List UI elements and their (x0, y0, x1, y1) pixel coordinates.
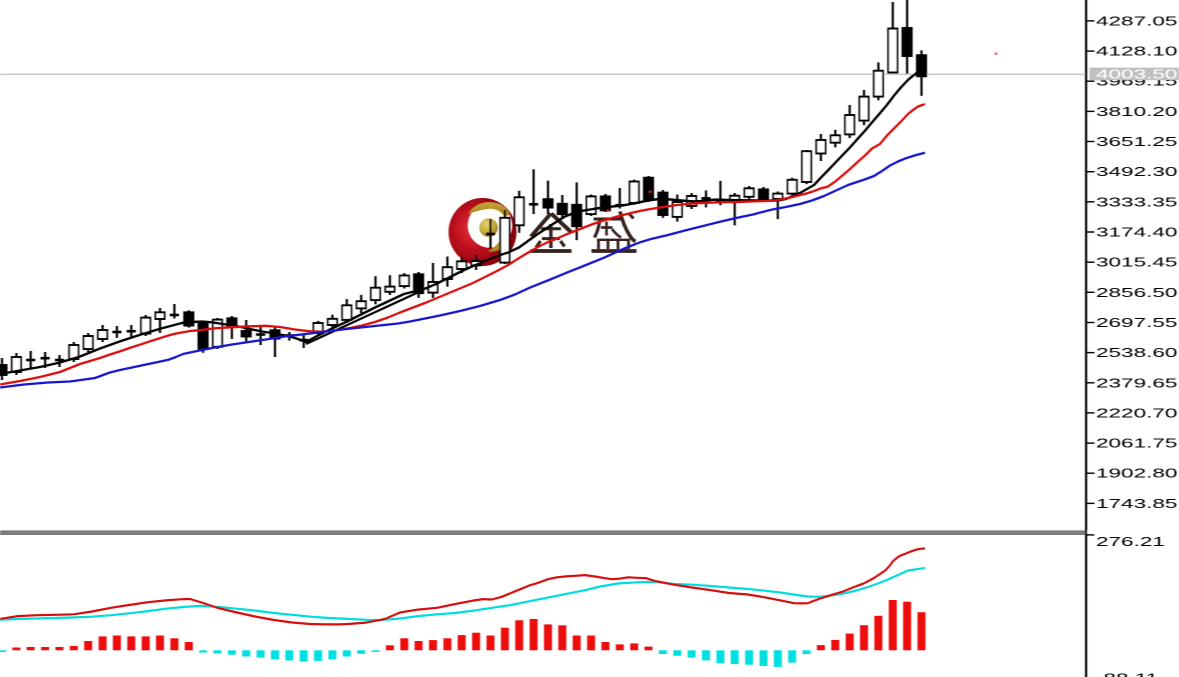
svg-text:3015.45: 3015.45 (1096, 255, 1177, 269)
svg-text:2697.55: 2697.55 (1096, 315, 1177, 329)
svg-text:3174.40: 3174.40 (1096, 225, 1177, 239)
svg-text:4003.50: 4003.50 (1096, 67, 1177, 81)
svg-text:2061.75: 2061.75 (1096, 436, 1177, 450)
svg-text:3492.30: 3492.30 (1096, 164, 1177, 178)
svg-text:4128.10: 4128.10 (1096, 44, 1177, 58)
svg-text:276.21: 276.21 (1096, 534, 1165, 548)
svg-text:1743.85: 1743.85 (1096, 496, 1177, 510)
svg-text:2379.65: 2379.65 (1096, 376, 1177, 390)
svg-text:3333.35: 3333.35 (1096, 195, 1177, 209)
svg-text:-88.11: -88.11 (1096, 671, 1158, 677)
svg-text:2538.60: 2538.60 (1096, 345, 1177, 359)
svg-text:3810.20: 3810.20 (1096, 104, 1177, 118)
svg-text:1902.80: 1902.80 (1096, 466, 1177, 480)
svg-text:3651.25: 3651.25 (1096, 134, 1177, 148)
svg-text:2220.70: 2220.70 (1096, 406, 1177, 420)
svg-text:4287.05: 4287.05 (1096, 14, 1177, 28)
svg-text:2856.50: 2856.50 (1096, 285, 1177, 299)
